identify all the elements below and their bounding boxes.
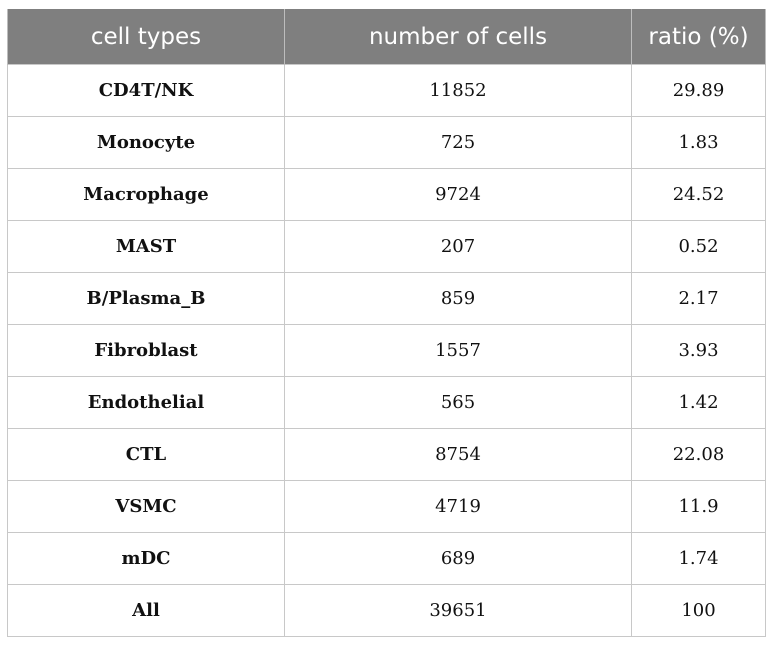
table-row: MAST 207 0.52 [7,220,766,273]
cell-count: 565 [284,376,632,429]
cell-count: 39651 [284,584,632,637]
cell-type-name: VSMC [7,480,285,533]
cell-ratio: 100 [631,584,766,637]
cell-ratio: 1.74 [631,532,766,585]
cell-type-name: CTL [7,428,285,481]
header-cell-types: cell types [7,9,285,65]
cell-count: 1557 [284,324,632,377]
cell-ratio: 2.17 [631,272,766,325]
cell-ratio: 1.83 [631,116,766,169]
cell-ratio: 24.52 [631,168,766,221]
cell-count: 725 [284,116,632,169]
cell-count: 207 [284,220,632,273]
header-row: cell types number of cells ratio (%) [7,9,766,65]
cell-count: 4719 [284,480,632,533]
cell-type-table: cell types number of cells ratio (%) CD4… [7,9,766,637]
table-row: Monocyte 725 1.83 [7,116,766,169]
cell-ratio: 29.89 [631,64,766,117]
cell-count: 689 [284,532,632,585]
table-row: B/Plasma_B 859 2.17 [7,272,766,325]
table-row: All 39651 100 [7,584,766,637]
header-number-of-cells: number of cells [284,9,632,65]
cell-count: 859 [284,272,632,325]
cell-type-name: Macrophage [7,168,285,221]
table-row: mDC 689 1.74 [7,532,766,585]
cell-type-name: CD4T/NK [7,64,285,117]
cell-type-name: Fibroblast [7,324,285,377]
cell-ratio: 1.42 [631,376,766,429]
table-row: CD4T/NK 11852 29.89 [7,64,766,117]
data-table: cell types number of cells ratio (%) CD4… [7,9,766,637]
cell-ratio: 22.08 [631,428,766,481]
cell-ratio: 11.9 [631,480,766,533]
cell-type-name: Endothelial [7,376,285,429]
cell-ratio: 0.52 [631,220,766,273]
table-row: Endothelial 565 1.42 [7,376,766,429]
cell-type-name: mDC [7,532,285,585]
table-row: Fibroblast 1557 3.93 [7,324,766,377]
cell-count: 11852 [284,64,632,117]
header-ratio: ratio (%) [631,9,766,65]
cell-count: 9724 [284,168,632,221]
table-row: Macrophage 9724 24.52 [7,168,766,221]
cell-type-name: All [7,584,285,637]
table-row: VSMC 4719 11.9 [7,480,766,533]
cell-ratio: 3.93 [631,324,766,377]
table-header: cell types number of cells ratio (%) [7,9,766,65]
table-body: CD4T/NK 11852 29.89 Monocyte 725 1.83 Macropha… [7,64,766,637]
cell-type-name: MAST [7,220,285,273]
cell-type-name: B/Plasma_B [7,272,285,325]
cell-type-name: Monocyte [7,116,285,169]
table-row: CTL 8754 22.08 [7,428,766,481]
cell-count: 8754 [284,428,632,481]
